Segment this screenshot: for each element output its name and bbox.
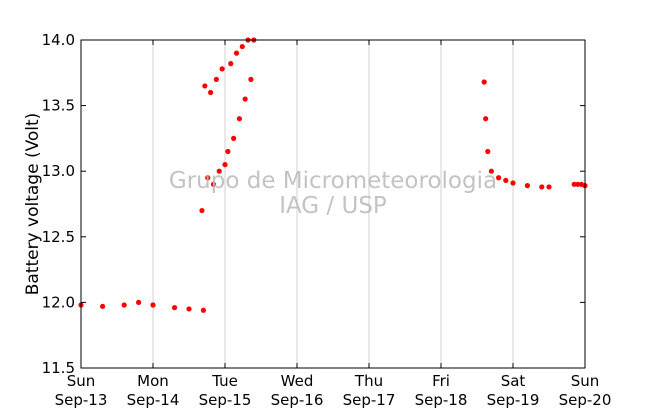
data-point <box>503 177 509 183</box>
data-point <box>121 302 127 308</box>
data-point <box>481 79 487 85</box>
x-tick-label: Sat Sep-19 <box>487 372 540 409</box>
data-point <box>239 43 245 50</box>
y-tick-label: 14.0 <box>42 31 75 49</box>
data-point <box>208 89 214 96</box>
watermark-line-2: IAG / USP <box>279 193 387 219</box>
axis-ticks <box>80 39 586 369</box>
data-point <box>136 299 142 305</box>
data-point <box>216 168 222 174</box>
data-point <box>524 183 531 189</box>
data-point <box>100 303 106 309</box>
watermark-line-1: Grupo de Micrometeorologia <box>169 168 497 194</box>
x-tick-labels: Sun Sep-13 Mon Sep-14 Tue Sep-15 Wed Sep-16 Thu S… <box>55 372 612 409</box>
data-point <box>510 180 516 186</box>
data-point <box>199 207 205 214</box>
data-point <box>571 181 577 187</box>
vertical-gridlines <box>152 40 514 368</box>
data-point <box>488 168 494 174</box>
data-point <box>483 116 489 122</box>
plot-frame <box>80 39 586 369</box>
data-point <box>485 148 491 155</box>
data-point <box>186 306 192 312</box>
y-tick-label: 12.0 <box>42 293 75 311</box>
data-point <box>150 302 156 308</box>
data-point <box>210 181 217 187</box>
data-point <box>496 175 502 181</box>
y-tick-labels: 11.5 12.0 12.5 13.0 13.5 14.0 <box>42 31 75 377</box>
x-tick-label: Tue Sep-15 <box>199 372 252 409</box>
data-point <box>200 307 206 313</box>
y-tick-label: 12.5 <box>42 228 75 246</box>
data-point <box>539 184 545 190</box>
data-point <box>236 116 242 122</box>
data-point <box>225 148 231 155</box>
x-tick-label: Wed Sep-16 <box>271 372 324 409</box>
data-point <box>205 175 211 181</box>
data-point <box>575 181 581 187</box>
data-point <box>172 305 178 311</box>
x-tick-label: Fri Sep-18 <box>415 372 468 409</box>
x-tick-label: Sun Sep-13 <box>55 372 108 409</box>
data-point <box>213 76 219 82</box>
data-point <box>231 135 237 141</box>
data-points <box>78 37 588 313</box>
data-point <box>248 76 254 82</box>
y-tick-label: 11.5 <box>42 359 75 377</box>
x-tick-label: Sun Sep-20 <box>559 372 612 409</box>
data-point <box>222 162 228 168</box>
data-point <box>233 50 240 56</box>
data-point <box>242 96 248 102</box>
x-tick-label: Thu Sep-17 <box>343 372 396 409</box>
y-tick-label: 13.5 <box>42 97 75 115</box>
x-tick-label: Mon Sep-14 <box>127 372 180 409</box>
y-axis-label: Battery voltage (Volt) <box>23 113 43 296</box>
data-point <box>202 83 208 89</box>
y-tick-label: 13.0 <box>42 162 75 180</box>
data-point <box>228 61 234 67</box>
data-point <box>546 184 552 190</box>
data-point <box>219 66 225 72</box>
